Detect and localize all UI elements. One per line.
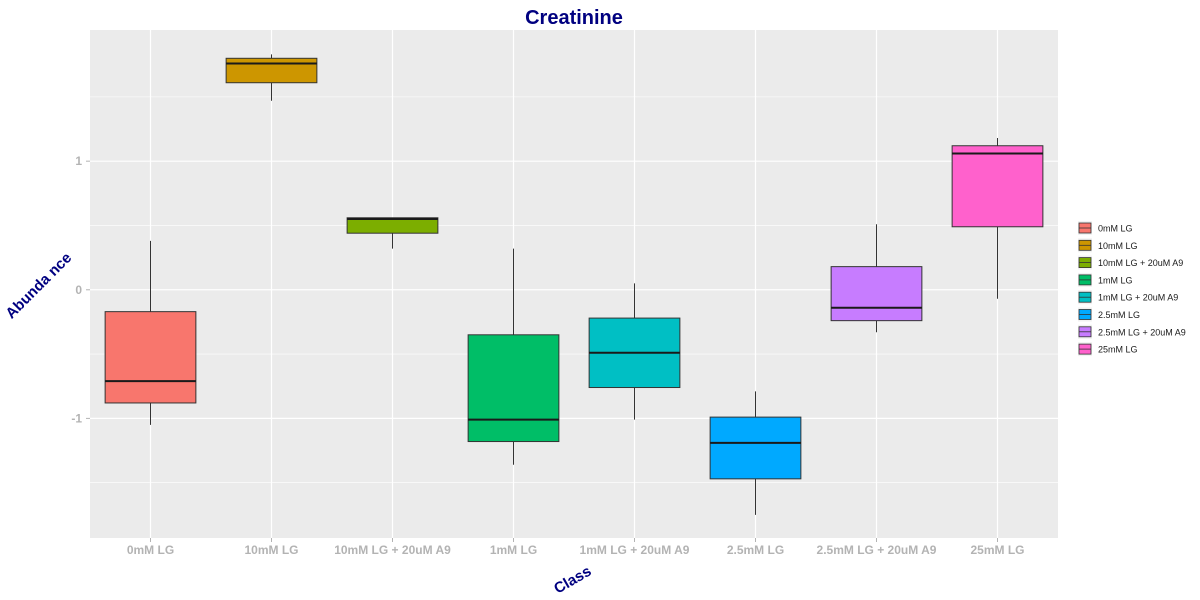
x-axis-ticks: 0mM LG 10mM LG 10mM LG + 20uM A9 1mM LG 1mM … bbox=[127, 538, 1025, 557]
legend-item: 2.5mM LG bbox=[1078, 307, 1140, 322]
box-6 bbox=[709, 391, 802, 515]
box-body bbox=[346, 217, 439, 234]
y-axis-title: Abunda nce bbox=[2, 249, 75, 322]
box-body bbox=[830, 266, 923, 322]
y-tick-label: -1 bbox=[71, 411, 82, 425]
legend-item: 0mM LG bbox=[1078, 221, 1133, 235]
box-body bbox=[951, 145, 1044, 228]
boxes bbox=[104, 54, 1044, 515]
y-tick-label: 1 bbox=[75, 154, 82, 168]
legend-label: 1mM LG + 20uM A9 bbox=[1098, 293, 1178, 303]
legend-item: 2.5mM LG + 20uM A9 bbox=[1078, 324, 1186, 339]
chart-title: Creatinine bbox=[525, 7, 623, 29]
legend-label: 10mM LG bbox=[1098, 241, 1138, 251]
x-tick-label: 10mM LG + 20uM A9 bbox=[334, 543, 451, 557]
box-1 bbox=[104, 240, 197, 425]
y-tick-label: 0 bbox=[75, 283, 82, 297]
x-axis-title: Class bbox=[551, 563, 594, 598]
legend-item: 10mM LG bbox=[1078, 238, 1138, 253]
box-5 bbox=[588, 283, 681, 420]
box-body bbox=[225, 57, 318, 84]
legend-label: 0mM LG bbox=[1098, 224, 1133, 234]
box-body bbox=[104, 311, 197, 404]
box-2 bbox=[225, 54, 318, 101]
x-tick-label: 25mM LG bbox=[970, 543, 1024, 557]
x-tick-label: 1mM LG + 20uM A9 bbox=[580, 543, 690, 557]
box-4 bbox=[467, 248, 560, 465]
box-8 bbox=[951, 138, 1044, 299]
box-3 bbox=[346, 217, 439, 249]
legend-label: 2.5mM LG + 20uM A9 bbox=[1098, 327, 1186, 337]
legend-item: 1mM LG + 20uM A9 bbox=[1078, 290, 1178, 305]
legend-label: 25mM LG bbox=[1098, 345, 1138, 355]
box-body bbox=[709, 416, 802, 480]
x-tick-label: 0mM LG bbox=[127, 543, 174, 557]
x-tick-label: 2.5mM LG bbox=[727, 543, 784, 557]
legend-label: 2.5mM LG bbox=[1098, 310, 1140, 320]
y-axis-ticks: -1 0 1 bbox=[71, 154, 90, 425]
legend-item: 10mM LG + 20uM A9 bbox=[1078, 255, 1183, 270]
box-7 bbox=[830, 224, 923, 333]
box-body bbox=[467, 334, 560, 443]
legend-label: 10mM LG + 20uM A9 bbox=[1098, 258, 1183, 268]
legend-item: 1mM LG bbox=[1078, 272, 1133, 287]
legend-item: 25mM LG bbox=[1078, 342, 1138, 357]
x-tick-label: 1mM LG bbox=[490, 543, 537, 557]
legend-label: 1mM LG bbox=[1098, 275, 1133, 285]
x-tick-label: 10mM LG bbox=[244, 543, 298, 557]
legend: 0mM LG 10mM LG 10mM LG + 20uM A9 1mM LG 1mM … bbox=[1078, 221, 1186, 357]
x-tick-label: 2.5mM LG + 20uM A9 bbox=[817, 543, 937, 557]
